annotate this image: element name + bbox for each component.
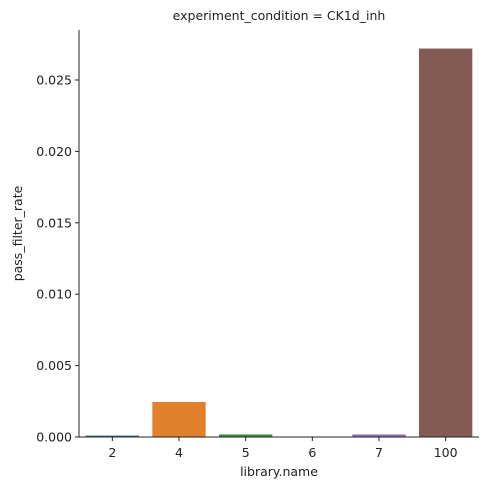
x-tick-label-2: 2: [108, 445, 116, 460]
x-tick-label-100: 100: [434, 445, 458, 460]
y-axis: 0.000 0.005 0.010 0.015 0.020 0.025: [36, 30, 80, 445]
y-tick-label-2: 0.010: [36, 287, 72, 302]
x-axis: 2 4 5 6 7 100: [79, 436, 479, 460]
y-tick-label-4: 0.020: [36, 144, 72, 159]
bars-group: [85, 48, 473, 438]
x-tick-label-5: 5: [242, 445, 250, 460]
x-tick-label-4: 4: [175, 445, 183, 460]
bar-5: [219, 434, 273, 437]
y-tick-label-3: 0.015: [36, 215, 72, 230]
y-tick-label-0: 0.000: [36, 430, 72, 445]
bar-7: [352, 434, 406, 437]
bar-100: [419, 48, 473, 438]
x-tick-label-6: 6: [308, 445, 316, 460]
chart-title: experiment_condition = CK1d_inh: [173, 8, 386, 23]
y-tick-label-5: 0.025: [36, 72, 72, 87]
y-tick-label-1: 0.005: [36, 358, 72, 373]
bar-2: [85, 435, 139, 437]
y-axis-title: pass_filter_rate: [10, 185, 25, 281]
bar-4: [152, 402, 206, 437]
x-axis-title: library.name: [240, 464, 318, 479]
x-tick-label-7: 7: [375, 445, 383, 460]
